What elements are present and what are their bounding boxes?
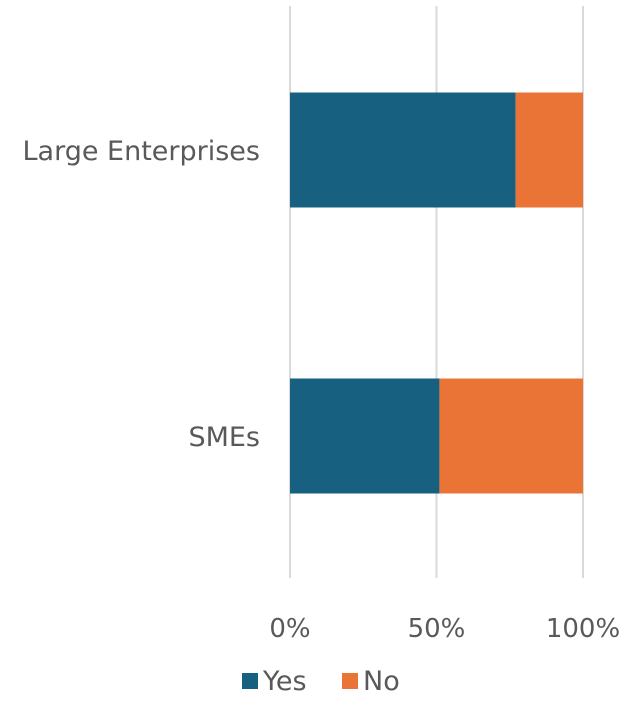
legend-label-no: No bbox=[363, 666, 400, 697]
bar-yes-1 bbox=[290, 378, 440, 494]
legend-swatch-yes bbox=[242, 673, 258, 689]
x-tick-label: 50% bbox=[408, 614, 466, 644]
category-label: Large Enterprises bbox=[22, 136, 260, 167]
legend-swatch-no bbox=[342, 673, 358, 689]
bar-no-1 bbox=[439, 378, 583, 494]
bars bbox=[290, 92, 583, 494]
category-labels: Large Enterprises SMEs bbox=[22, 136, 260, 453]
x-tick-labels: 0% 50% 100% bbox=[269, 614, 620, 644]
x-tick-label: 100% bbox=[546, 614, 620, 644]
category-label: SMEs bbox=[188, 422, 260, 453]
bar-yes-0 bbox=[290, 92, 516, 208]
x-tick-label: 0% bbox=[269, 614, 310, 644]
legend-label-yes: Yes bbox=[262, 666, 307, 697]
legend: Yes No bbox=[242, 666, 400, 697]
bar-no-0 bbox=[515, 92, 583, 208]
